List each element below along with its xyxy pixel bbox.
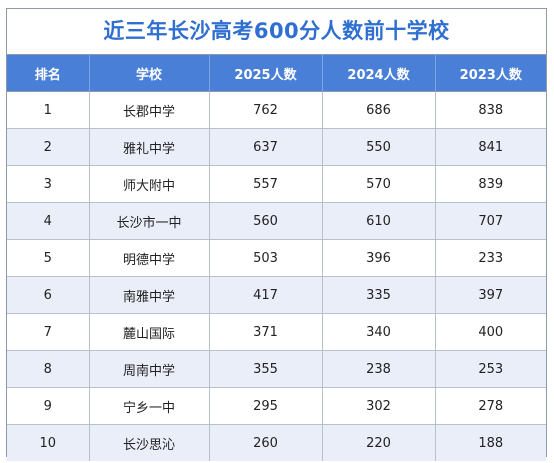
school-cell: 长沙思沁 [89, 424, 210, 461]
count-2025-cell: 295 [209, 387, 323, 425]
count-2024-cell: 550 [322, 128, 436, 166]
school-cell: 宁乡一中 [89, 387, 210, 425]
count-2023-cell: 397 [435, 276, 546, 314]
ranking-table: 排名 学校 2025人数 2024人数 2023人数 1 长郡中学 762 68… [7, 55, 546, 461]
count-2025-cell: 637 [209, 128, 323, 166]
count-2025-cell: 355 [209, 350, 323, 388]
count-2023-cell: 707 [435, 202, 546, 240]
school-cell: 长沙市一中 [89, 202, 210, 240]
count-2025-cell: 503 [209, 239, 323, 277]
count-2025-cell: 260 [209, 424, 323, 461]
school-cell: 雅礼中学 [89, 128, 210, 166]
rank-cell: 5 [7, 239, 90, 277]
count-2024-cell: 686 [322, 91, 436, 129]
rank-cell: 8 [7, 350, 90, 388]
count-2024-cell: 335 [322, 276, 436, 314]
school-cell: 明德中学 [89, 239, 210, 277]
count-2025-cell: 417 [209, 276, 323, 314]
count-2024-cell: 396 [322, 239, 436, 277]
count-2024-cell: 238 [322, 350, 436, 388]
header-rank: 排名 [7, 55, 90, 92]
count-2025-cell: 371 [209, 313, 323, 351]
count-2025-cell: 762 [209, 91, 323, 129]
count-2023-cell: 188 [435, 424, 546, 461]
table-row: 10 长沙思沁 260 220 188 [7, 424, 546, 461]
count-2023-cell: 400 [435, 313, 546, 351]
count-2024-cell: 570 [322, 165, 436, 203]
rank-cell: 2 [7, 128, 90, 166]
school-cell: 师大附中 [89, 165, 210, 203]
school-cell: 周南中学 [89, 350, 210, 388]
rank-cell: 4 [7, 202, 90, 240]
table-row: 9 宁乡一中 295 302 278 [7, 387, 546, 425]
rank-cell: 6 [7, 276, 90, 314]
table-row: 5 明德中学 503 396 233 [7, 239, 546, 277]
count-2025-cell: 560 [209, 202, 323, 240]
count-2023-cell: 278 [435, 387, 546, 425]
count-2025-cell: 557 [209, 165, 323, 203]
rank-cell: 7 [7, 313, 90, 351]
rank-cell: 1 [7, 91, 90, 129]
rank-cell: 9 [7, 387, 90, 425]
count-2024-cell: 302 [322, 387, 436, 425]
count-2023-cell: 233 [435, 239, 546, 277]
table-row: 7 麓山国际 371 340 400 [7, 313, 546, 351]
header-2025: 2025人数 [209, 55, 323, 92]
ranking-table-card: 近三年长沙高考600分人数前十学校 排名 学校 2025人数 2024人数 20… [6, 8, 547, 461]
school-cell: 长郡中学 [89, 91, 210, 129]
table-row: 3 师大附中 557 570 839 [7, 165, 546, 203]
header-2023: 2023人数 [435, 55, 546, 92]
count-2024-cell: 610 [322, 202, 436, 240]
school-cell: 南雅中学 [89, 276, 210, 314]
table-row: 4 长沙市一中 560 610 707 [7, 202, 546, 240]
table-row: 2 雅礼中学 637 550 841 [7, 128, 546, 166]
header-2024: 2024人数 [322, 55, 436, 92]
table-row: 8 周南中学 355 238 253 [7, 350, 546, 388]
count-2023-cell: 838 [435, 91, 546, 129]
rank-cell: 10 [7, 424, 90, 461]
count-2023-cell: 839 [435, 165, 546, 203]
school-cell: 麓山国际 [89, 313, 210, 351]
count-2023-cell: 841 [435, 128, 546, 166]
count-2024-cell: 220 [322, 424, 436, 461]
header-school: 学校 [89, 55, 210, 92]
rank-cell: 3 [7, 165, 90, 203]
count-2023-cell: 253 [435, 350, 546, 388]
table-title: 近三年长沙高考600分人数前十学校 [7, 9, 546, 55]
count-2024-cell: 340 [322, 313, 436, 351]
table-row: 6 南雅中学 417 335 397 [7, 276, 546, 314]
header-row: 排名 学校 2025人数 2024人数 2023人数 [7, 55, 546, 92]
table-row: 1 长郡中学 762 686 838 [7, 91, 546, 129]
